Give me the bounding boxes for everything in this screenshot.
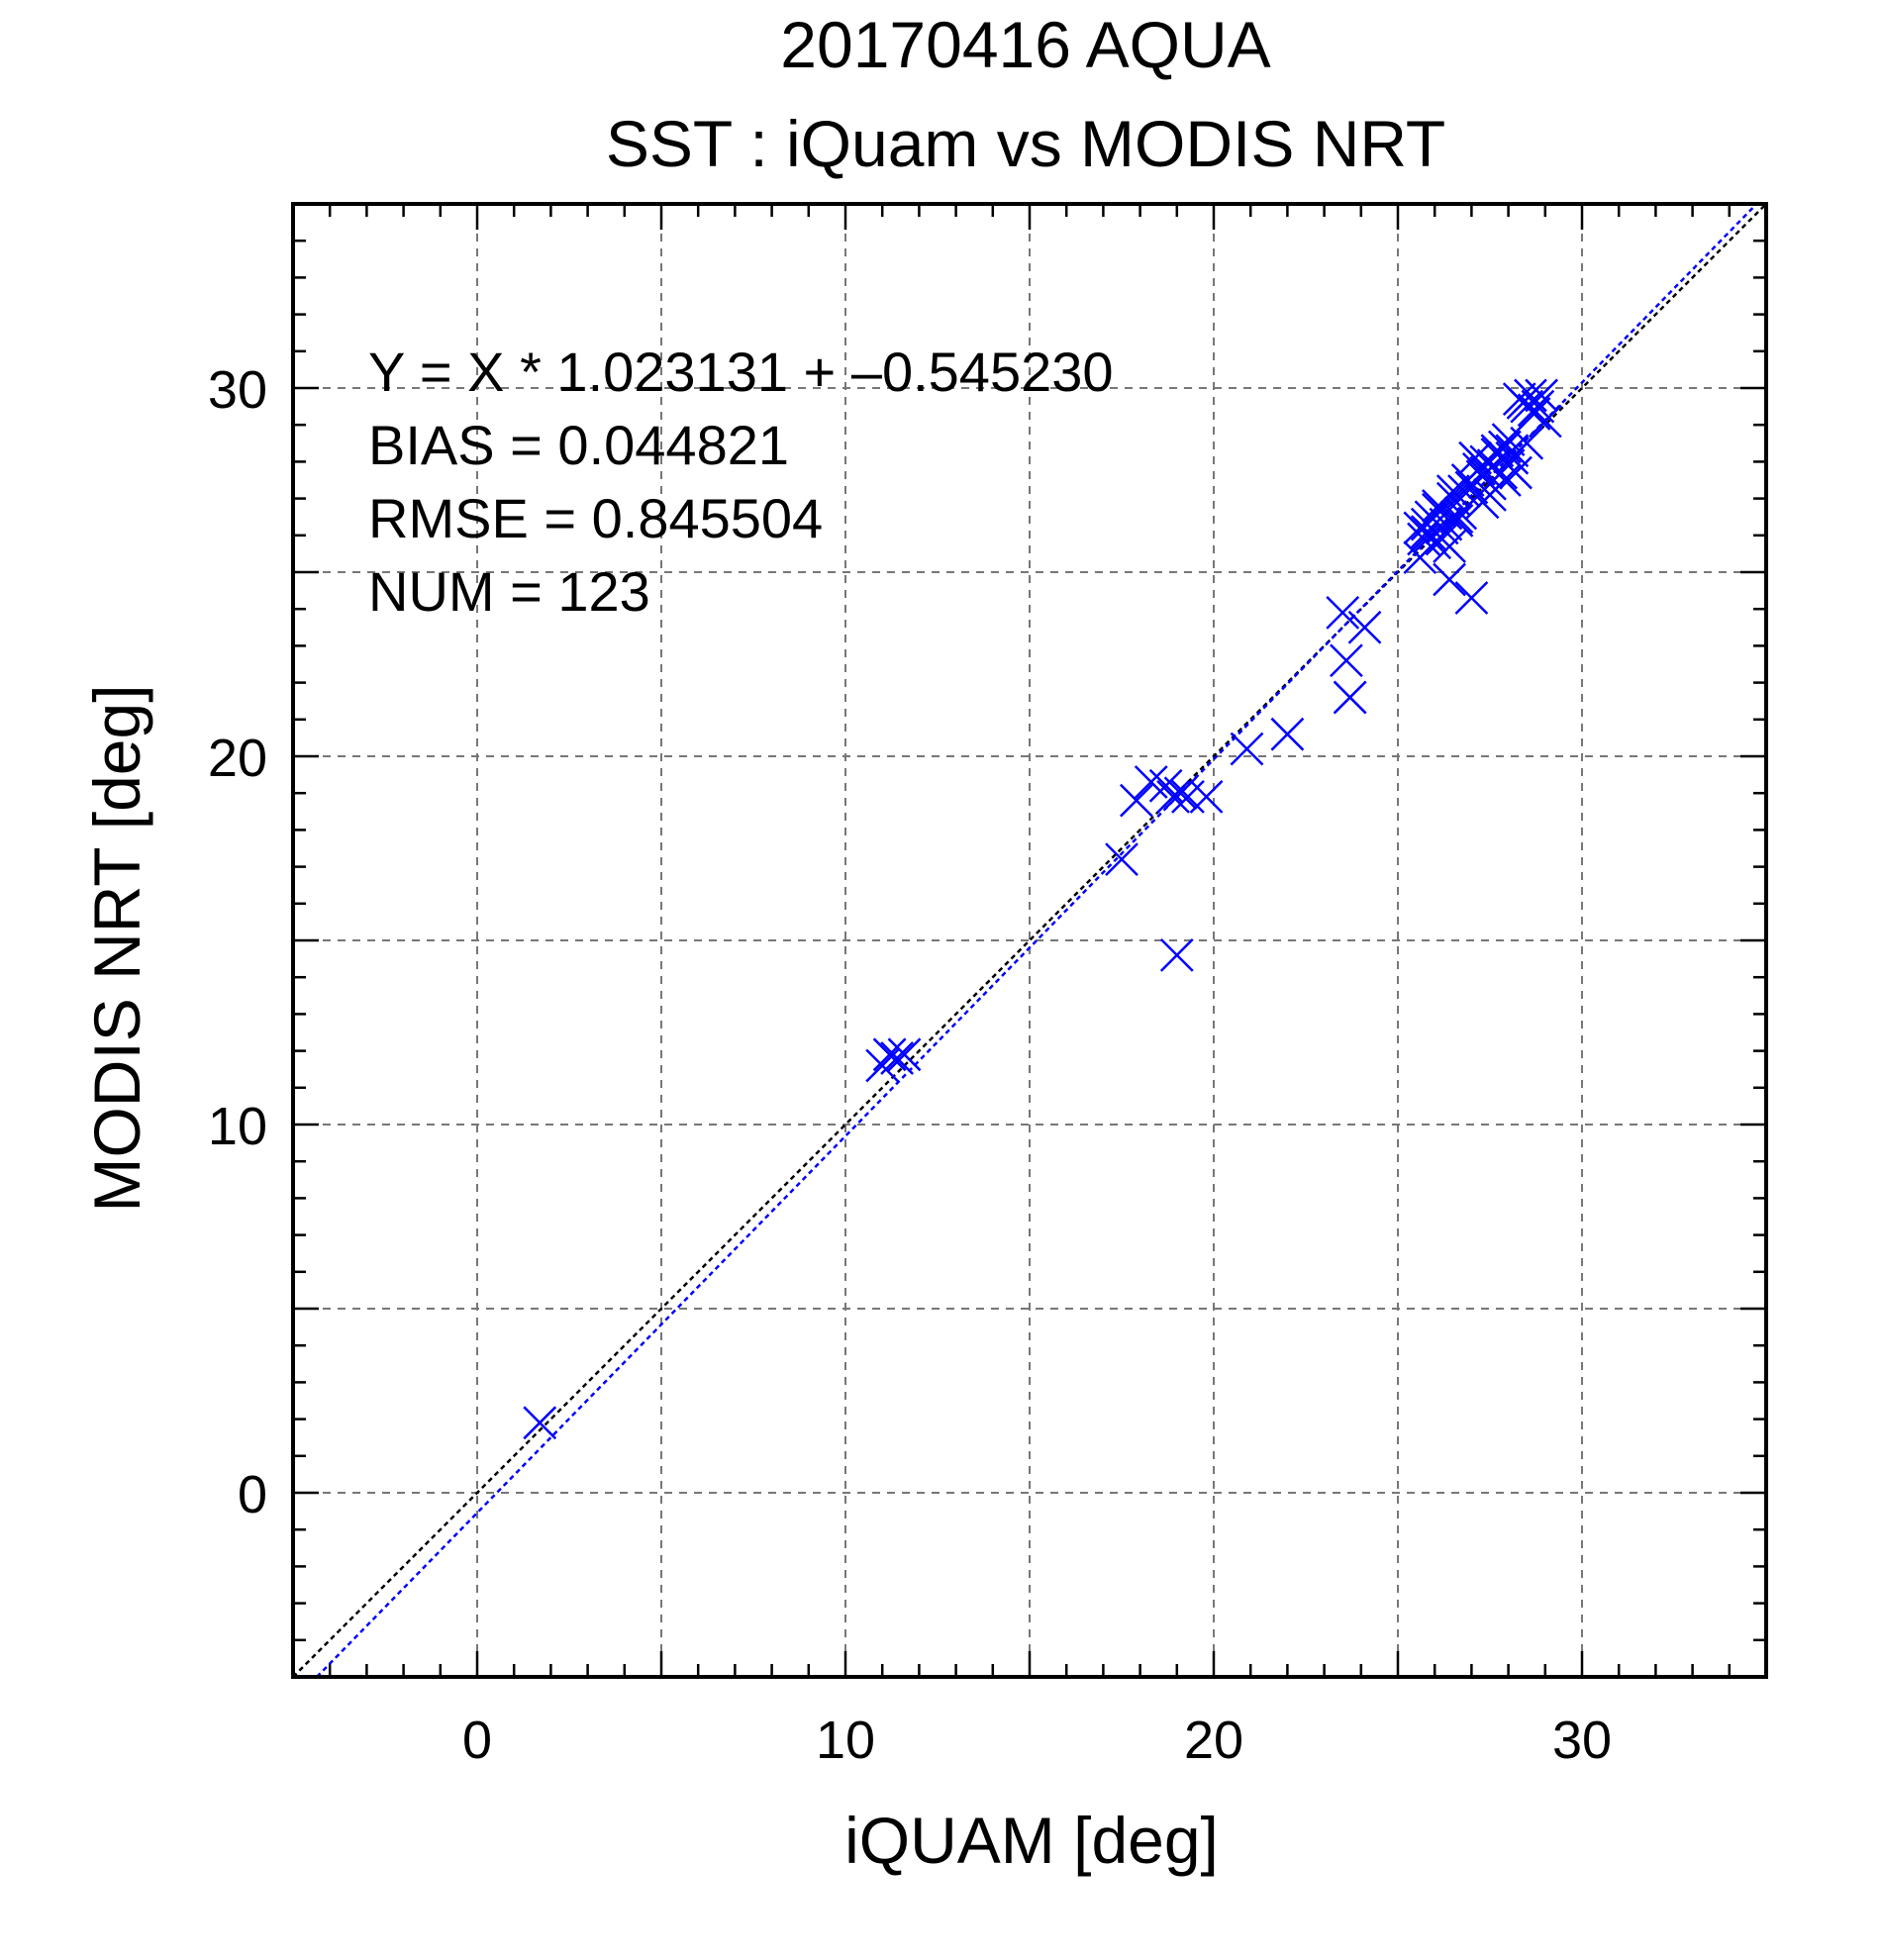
data-point	[887, 1037, 922, 1072]
data-point	[1159, 937, 1194, 972]
y-axis-label: MODIS NRT [deg]	[80, 684, 153, 1213]
data-point	[1230, 732, 1264, 766]
x-tick-label: 30	[1552, 1711, 1612, 1770]
data-point	[1499, 455, 1533, 490]
stat-num: NUM = 123	[368, 560, 650, 623]
regression-line	[316, 203, 1758, 1678]
data-point	[1433, 562, 1466, 597]
x-axis-label: iQUAM [deg]	[844, 1804, 1219, 1877]
data-point	[1119, 783, 1153, 818]
tick-labels: 0 10 20 30 0 10 20 30	[208, 360, 1612, 1770]
data-point	[1469, 455, 1504, 490]
data-point	[1403, 511, 1437, 545]
data-points	[523, 378, 1562, 1440]
axis-ticks	[293, 204, 1766, 1677]
grid-lines	[293, 204, 1766, 1677]
plot-frame	[291, 202, 1768, 1679]
data-point	[1189, 780, 1224, 814]
reference-lines	[292, 203, 1767, 1678]
stat-bias: BIAS = 0.044821	[368, 414, 790, 476]
data-point	[1454, 581, 1489, 615]
data-point	[1347, 610, 1382, 644]
data-point	[1506, 385, 1540, 420]
data-point	[1495, 434, 1530, 468]
data-point	[1105, 842, 1138, 877]
data-point	[1171, 780, 1205, 814]
data-point	[1521, 389, 1555, 424]
y-tick-label: 20	[208, 729, 267, 788]
data-point	[1491, 423, 1526, 456]
y-tick-label: 30	[208, 360, 267, 420]
data-point	[1270, 717, 1305, 751]
y-tick-label: 10	[208, 1097, 267, 1156]
data-point	[872, 1037, 907, 1072]
data-point	[1407, 522, 1440, 556]
data-point	[1410, 515, 1444, 548]
data-point	[1439, 500, 1474, 535]
data-point	[1447, 474, 1481, 509]
x-tick-label: 0	[462, 1711, 492, 1770]
stat-rmse: RMSE = 0.845504	[368, 487, 824, 549]
data-point	[1439, 504, 1474, 538]
stat-regression: Y = X * 1.023131 + –0.545230	[368, 341, 1114, 403]
data-point	[1134, 765, 1168, 799]
data-point	[523, 1406, 557, 1440]
data-point	[1487, 463, 1522, 497]
x-tick-label: 20	[1184, 1711, 1243, 1770]
y-tick-label: 0	[238, 1465, 267, 1524]
data-point	[1326, 596, 1360, 630]
data-point	[1458, 441, 1493, 475]
data-point	[880, 1041, 914, 1075]
data-point	[1330, 643, 1363, 678]
chart-title: 20170416 AQUA	[780, 8, 1271, 81]
data-point	[1156, 780, 1190, 814]
data-point	[1333, 680, 1367, 715]
chart-subtitle: SST : iQuam vs MODIS NRT	[605, 107, 1446, 180]
x-tick-label: 10	[816, 1711, 875, 1770]
